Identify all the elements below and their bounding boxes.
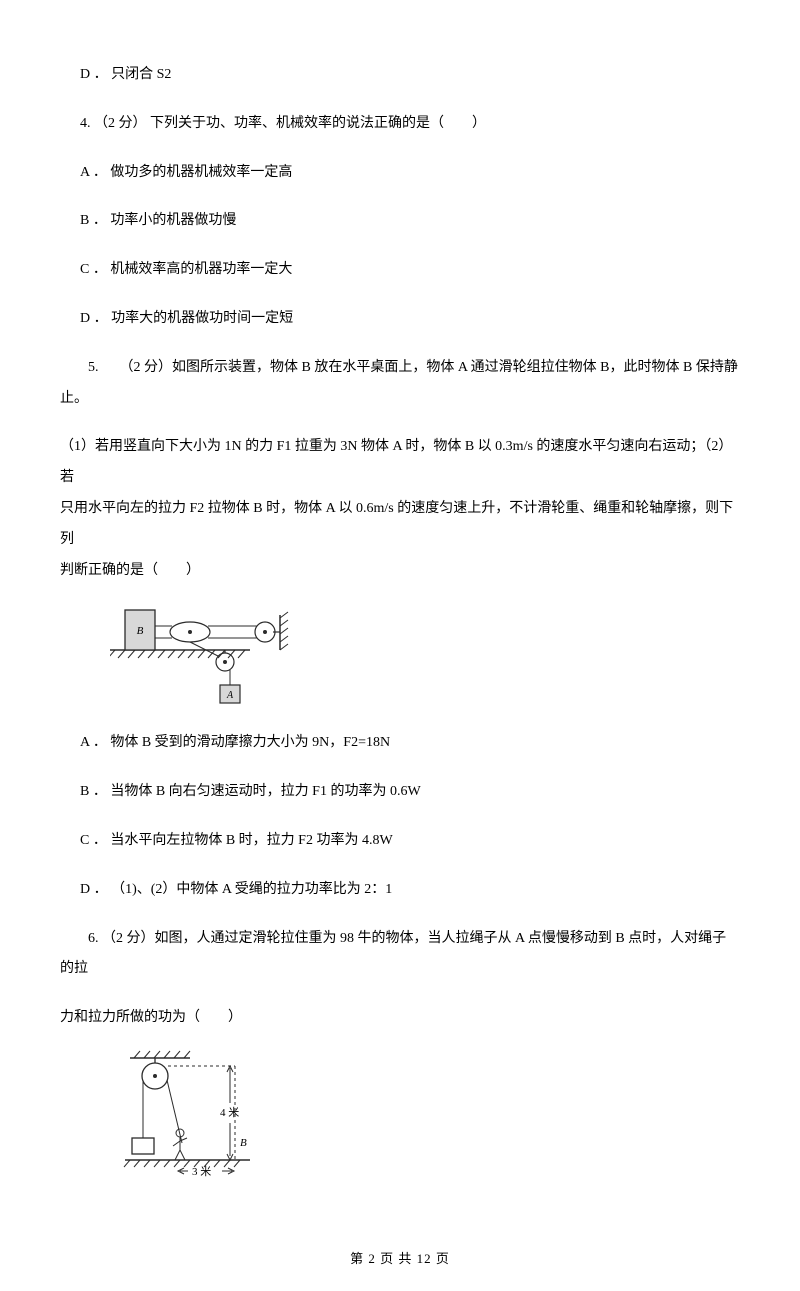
q3-option-d: D ． 只闭合 S2 (80, 60, 740, 91)
q6-stem-line2: 力和拉力所做的功为（ ） (60, 1003, 740, 1034)
q5-label-a: A (226, 690, 234, 701)
q6-label-4m: 4 米 (220, 1106, 239, 1119)
q4-stem: 4. （2 分） 下列关于功、功率、机械效率的说法正确的是（ ） (80, 109, 740, 140)
page-body: D ． 只闭合 S2 4. （2 分） 下列关于功、功率、机械效率的说法正确的是… (0, 0, 800, 1236)
q5-option-c: C ． 当水平向左拉物体 B 时，拉力 F2 功率为 4.8W (80, 826, 740, 857)
q4-option-b: B ． 功率小的机器做功慢 (80, 206, 740, 237)
q6-stem-line1: 6. （2 分）如图，人通过定滑轮拉住重为 98 牛的物体，当人拉绳子从 A 点… (60, 924, 740, 986)
q5-figure: B A (110, 600, 740, 710)
q5-label-b: B (137, 625, 144, 637)
q5-stem-line1: 5. （2 分）如图所示装置，物体 B 放在水平桌面上，物体 A 通过滑轮组拉住… (60, 353, 740, 415)
q5-stem-line3: 只用水平向左的拉力 F2 拉物体 B 时，物体 A 以 0.6m/s 的速度匀速… (60, 494, 740, 556)
q4-option-a: A ． 做功多的机器机械效率一定高 (80, 158, 740, 189)
q4-option-c: C ． 机械效率高的机器功率一定大 (80, 255, 740, 286)
q5-stem-line4: 判断正确的是（ ） (60, 556, 740, 587)
q5-option-a: A ． 物体 B 受到的滑动摩擦力大小为 9N，F2=18N (80, 728, 740, 759)
q6-label-b: B (240, 1137, 247, 1149)
q4-option-d: D ． 功率大的机器做功时间一定短 (80, 304, 740, 335)
q6-figure: 4 米 B 3 米 (110, 1048, 740, 1178)
q5-stem-line2: （1）若用竖直向下大小为 1N 的力 F1 拉重为 3N 物体 A 时，物体 B… (60, 432, 740, 494)
q5-option-d: D ． （1)、(2）中物体 A 受绳的拉力功率比为 2：1 (80, 875, 740, 906)
q5-option-b: B ． 当物体 B 向右匀速运动时，拉力 F1 的功率为 0.6W (80, 777, 740, 808)
q6-label-3m: 3 米 (192, 1165, 211, 1178)
page-footer: 第 2 页 共 12 页 (0, 1236, 800, 1291)
